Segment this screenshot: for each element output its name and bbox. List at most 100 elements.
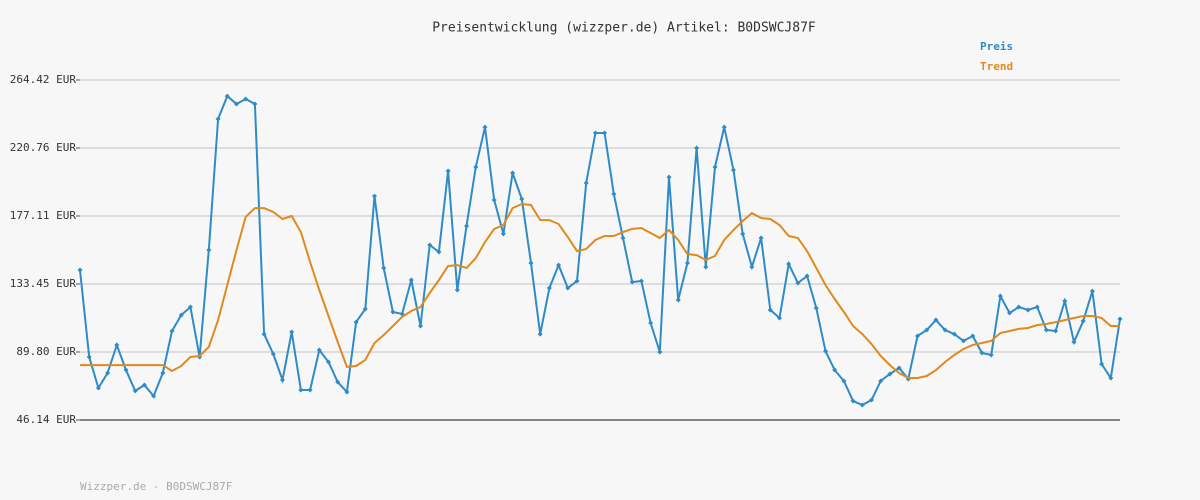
point [427, 242, 433, 248]
point [454, 287, 460, 293]
point [988, 352, 994, 358]
point [482, 124, 488, 130]
point [546, 285, 552, 291]
point [887, 371, 893, 377]
point [132, 388, 138, 394]
point [620, 235, 626, 241]
point [1062, 298, 1068, 304]
point [261, 331, 267, 337]
point [979, 350, 985, 356]
point [666, 174, 672, 180]
point [1071, 339, 1077, 345]
point [703, 264, 709, 270]
point [178, 312, 184, 318]
point [786, 261, 792, 267]
point [372, 193, 378, 199]
point [804, 273, 810, 279]
point [574, 278, 580, 284]
point [915, 333, 921, 339]
point [95, 385, 101, 391]
y-tick-label: 133.45 EUR [10, 277, 77, 290]
point [169, 328, 175, 334]
point [776, 315, 782, 321]
point [160, 370, 166, 376]
point [942, 327, 948, 333]
point [464, 223, 470, 229]
point [721, 124, 727, 130]
point [740, 231, 746, 237]
point [151, 393, 157, 399]
y-tick-label: 89.80 EUR [16, 345, 76, 358]
point [565, 285, 571, 291]
y-tick-label: 220.76 EUR [10, 141, 77, 154]
point [767, 307, 773, 313]
point [298, 387, 304, 393]
point [813, 305, 819, 311]
point [1099, 361, 1105, 367]
point [730, 167, 736, 173]
point [500, 231, 506, 237]
point [869, 397, 875, 403]
point [519, 196, 525, 202]
point [187, 304, 193, 310]
point [1089, 288, 1095, 294]
chart-title: Preisentwicklung (wizzper.de) Artikel: B… [432, 21, 816, 36]
y-tick-label: 264.42 EUR [10, 73, 77, 86]
point [749, 264, 755, 270]
point [592, 130, 598, 136]
point [1080, 318, 1086, 324]
point [970, 333, 976, 339]
point [537, 331, 543, 337]
point [270, 351, 276, 357]
point [408, 277, 414, 283]
point [951, 331, 957, 337]
point [638, 278, 644, 284]
y-tick-label: 177.11 EUR [10, 209, 77, 222]
point [381, 265, 387, 271]
point [1025, 307, 1031, 313]
point [491, 197, 497, 203]
point [114, 342, 120, 348]
legend-label: Trend [980, 60, 1013, 73]
point [924, 327, 930, 333]
point [510, 170, 516, 176]
point [390, 309, 396, 315]
legend-label: Preis [980, 40, 1013, 53]
point [933, 317, 939, 323]
point [602, 130, 608, 136]
point [822, 348, 828, 354]
point [528, 260, 534, 266]
point [445, 168, 451, 174]
point [243, 96, 249, 102]
point [961, 338, 967, 344]
point [611, 191, 617, 197]
point [684, 260, 690, 266]
footer: Wizzper.de - B0DSWCJ87F [80, 480, 232, 493]
point [316, 347, 322, 353]
point [279, 377, 285, 383]
point [758, 235, 764, 241]
point [325, 359, 331, 365]
point [648, 320, 654, 326]
point [473, 164, 479, 170]
point [1108, 375, 1114, 381]
point [795, 280, 801, 286]
point [224, 93, 230, 99]
point [307, 387, 313, 393]
point [629, 279, 635, 285]
point [556, 262, 562, 268]
point [583, 180, 589, 186]
point [1016, 304, 1022, 310]
point [215, 116, 221, 122]
point [657, 349, 663, 355]
y-tick-label: 46.14 EUR [16, 413, 76, 426]
point [252, 101, 258, 107]
point [105, 370, 111, 376]
point [289, 329, 295, 335]
point [77, 267, 83, 273]
point [335, 379, 341, 385]
point [436, 249, 442, 255]
point [997, 293, 1003, 299]
point [712, 164, 718, 170]
